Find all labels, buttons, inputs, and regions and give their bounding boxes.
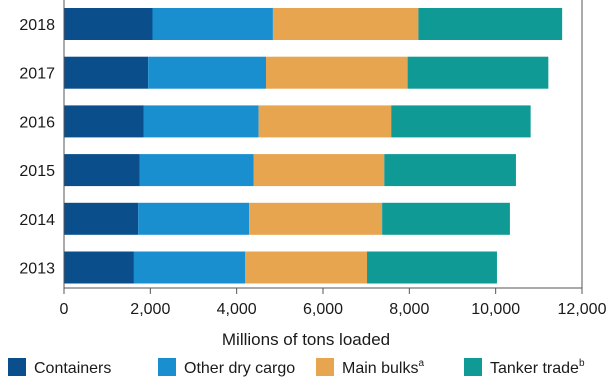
legend-item-2: Main bulksa bbox=[316, 358, 424, 377]
x-tick-label: 2,000 bbox=[130, 301, 170, 318]
legend-item-3: Tanker tradeb bbox=[464, 358, 585, 377]
y-tick-label: 2016 bbox=[19, 114, 55, 131]
bar-2013-series-3 bbox=[367, 251, 497, 284]
bar-2015-series-1 bbox=[139, 154, 254, 187]
legend-item-0: Containers bbox=[8, 358, 111, 377]
bar-2013-series-0 bbox=[64, 251, 134, 284]
legend-swatch bbox=[464, 358, 482, 376]
bar-2018-series-3 bbox=[418, 8, 563, 40]
legend-label: Main bulksa bbox=[342, 358, 424, 377]
bar-2016-series-0 bbox=[64, 105, 144, 138]
y-tick-label: 2013 bbox=[19, 261, 55, 278]
legend: Containers Other dry cargo Main bulksa Tank… bbox=[8, 358, 585, 377]
bars-group bbox=[64, 8, 563, 284]
x-axis-title: Millions of tons loaded bbox=[222, 330, 390, 349]
legend-label-text: Tanker trade bbox=[490, 360, 579, 377]
bar-2017-series-2 bbox=[266, 56, 408, 89]
legend-label-text: Main bulks bbox=[342, 360, 418, 377]
bar-2015-series-2 bbox=[253, 154, 385, 187]
bar-2017-series-0 bbox=[64, 56, 149, 89]
bar-2016-series-1 bbox=[143, 105, 259, 138]
y-tick-label: 2018 bbox=[19, 17, 55, 34]
bar-2014-series-1 bbox=[138, 202, 250, 235]
bar-2015-series-0 bbox=[64, 154, 140, 187]
legend-label-text: Containers bbox=[34, 360, 111, 377]
bar-2014-series-2 bbox=[249, 202, 383, 235]
bar-2017-series-3 bbox=[407, 56, 549, 89]
legend-superscript: a bbox=[418, 358, 424, 369]
bar-2013-series-1 bbox=[133, 251, 246, 284]
x-axis: 0 2,000 4,000 6,000 8,000 10,000 12,000 bbox=[60, 0, 607, 318]
x-tick-label: 4,000 bbox=[217, 301, 257, 318]
bar-2013-series-2 bbox=[245, 251, 368, 284]
x-tick-label: 6,000 bbox=[303, 301, 343, 318]
bar-2018-series-2 bbox=[272, 8, 419, 40]
y-tick-label: 2017 bbox=[19, 66, 55, 83]
bar-2015-series-3 bbox=[384, 154, 516, 187]
legend-label: Other dry cargo bbox=[184, 360, 295, 377]
bar-2017-series-1 bbox=[148, 56, 267, 89]
y-tick-labels: 2018 2017 2016 2015 2014 2013 bbox=[19, 17, 55, 278]
legend-label: Tanker tradeb bbox=[490, 358, 585, 377]
bar-2018-series-0 bbox=[64, 8, 153, 40]
legend-item-1: Other dry cargo bbox=[158, 358, 295, 377]
x-tick-label: 0 bbox=[60, 301, 69, 318]
y-tick-label: 2014 bbox=[19, 212, 55, 229]
legend-label: Containers bbox=[34, 360, 111, 377]
legend-swatch bbox=[8, 358, 26, 376]
x-tick-label: 8,000 bbox=[389, 301, 429, 318]
legend-swatch bbox=[158, 358, 176, 376]
legend-swatch bbox=[316, 358, 334, 376]
legend-superscript: b bbox=[579, 358, 585, 369]
y-tick-label: 2015 bbox=[19, 163, 55, 180]
bar-2014-series-0 bbox=[64, 202, 139, 235]
bar-2018-series-1 bbox=[152, 8, 273, 40]
legend-label-text: Other dry cargo bbox=[184, 360, 295, 377]
bar-2014-series-3 bbox=[382, 202, 510, 235]
bar-2016-series-2 bbox=[258, 105, 392, 138]
x-tick-label: 10,000 bbox=[471, 301, 520, 318]
bar-2016-series-3 bbox=[391, 105, 531, 138]
x-tick-label: 12,000 bbox=[558, 301, 607, 318]
